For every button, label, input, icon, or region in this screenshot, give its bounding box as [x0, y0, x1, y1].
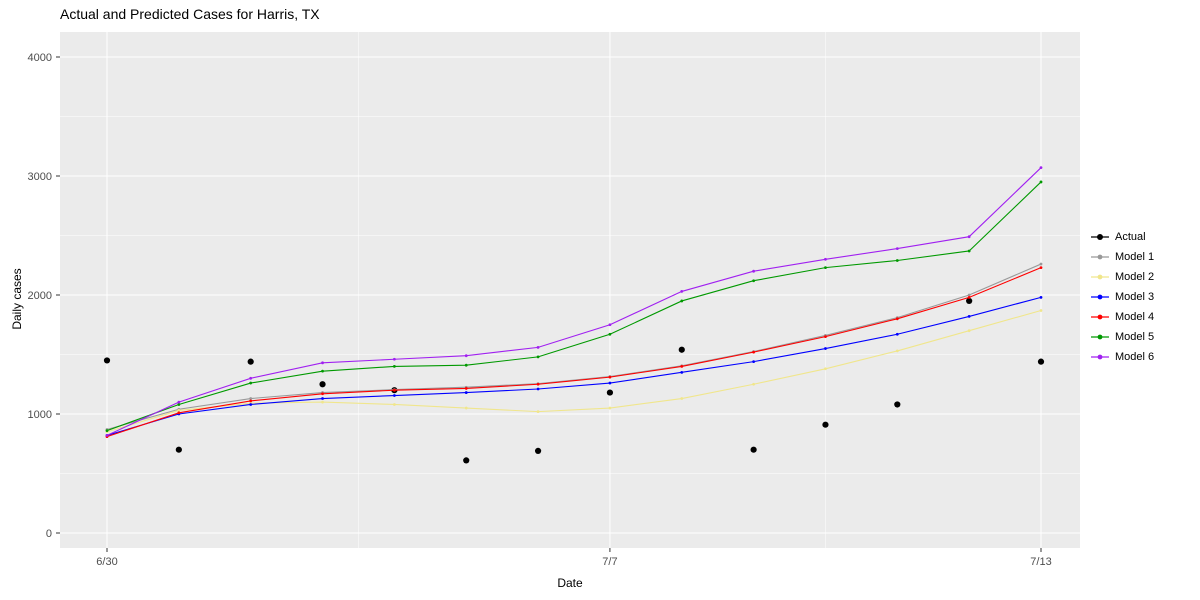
x-tick-label: 7/7: [602, 556, 617, 568]
legend-label: Model 6: [1115, 350, 1155, 363]
legend-label: Model 3: [1115, 290, 1155, 303]
legend-label: Model 5: [1115, 330, 1155, 343]
chart-title: Actual and Predicted Cases for Harris, T…: [60, 6, 320, 22]
legend-key-icon: [1091, 274, 1109, 279]
legend-item-model-1: Model 1: [1090, 247, 1154, 266]
legend-key-icon: [1091, 233, 1109, 240]
y-tick-label: 4000: [28, 52, 52, 64]
legend-label: Model 1: [1115, 250, 1155, 263]
series-model-6: [105, 166, 1043, 437]
legend-item-model-4: Model 4: [1090, 307, 1154, 326]
legend-item-model-6: Model 6: [1090, 347, 1154, 366]
plot-panel: [60, 32, 1080, 548]
legend-item-model-2: Model 2: [1090, 267, 1154, 286]
legend-key-icon: [1091, 294, 1109, 299]
y-tick-label: 0: [46, 528, 52, 540]
x-tick-label: 7/13: [1030, 556, 1051, 568]
legend-label: Actual: [1115, 230, 1146, 243]
legend-key-icon: [1091, 314, 1109, 319]
series-model-4: [105, 266, 1043, 439]
series-model-3: [105, 295, 1043, 437]
legend-key-icon: [1091, 354, 1109, 359]
legend-key-icon: [1091, 334, 1109, 339]
legend-item-actual: Actual: [1090, 227, 1154, 246]
y-tick-label: 2000: [28, 290, 52, 302]
series-model-5: [105, 180, 1043, 433]
legend-item-model-3: Model 3: [1090, 287, 1154, 306]
y-tick-label: 1000: [28, 409, 52, 421]
x-axis-title: Date: [557, 576, 583, 590]
series-actual: [103, 297, 1045, 464]
x-tick-label: 6/30: [96, 556, 117, 568]
legend-item-model-5: Model 5: [1090, 327, 1154, 346]
legend-label: Model 4: [1115, 310, 1155, 323]
legend: Actual Model 1 Model 2 Model 3 Model 4 Model …: [1090, 227, 1154, 367]
legend-key-icon: [1091, 254, 1109, 259]
gridlines: [60, 32, 1080, 548]
legend-label: Model 2: [1115, 270, 1155, 283]
axis-ticks: 0 1000 2000 3000 4000 6/30 7/7 7/13: [28, 52, 1052, 568]
y-tick-label: 3000: [28, 171, 52, 183]
